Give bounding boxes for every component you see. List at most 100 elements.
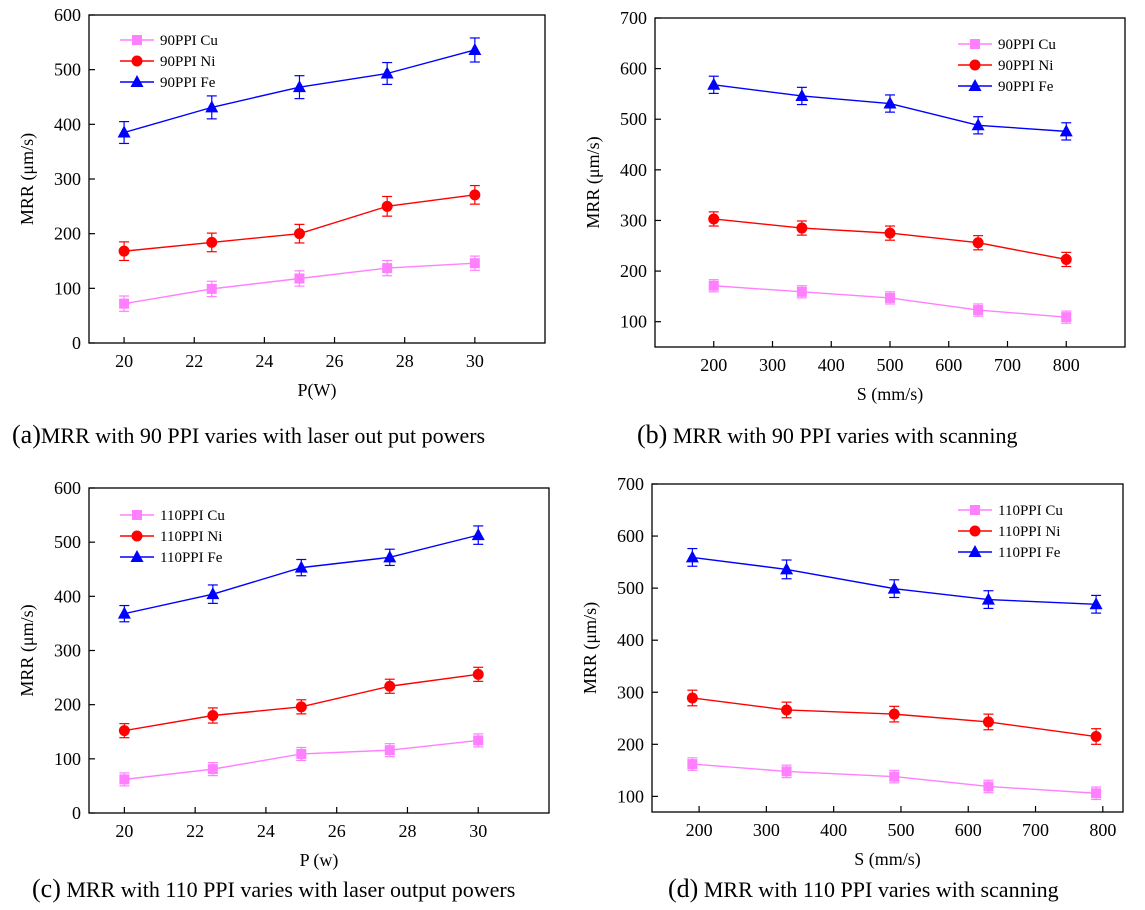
chart-d-series-0-point-4 xyxy=(1091,788,1102,799)
chart-c-series-0-point-2 xyxy=(296,748,307,759)
chart-a-ytick-label-5: 500 xyxy=(54,60,81,80)
chart-d-ytick-label-3: 400 xyxy=(617,630,644,650)
chart-c-series-2-point-1 xyxy=(206,587,220,600)
chart-c-legend-marker-2 xyxy=(130,550,144,562)
chart-d-ytick-label-4: 500 xyxy=(617,578,644,598)
chart-c-series-1-point-1 xyxy=(207,710,219,721)
chart-d-frame xyxy=(651,483,1124,813)
chart-d-series-2-point-1 xyxy=(780,562,794,575)
chart-a-legend-label-0: 90PPI Cu xyxy=(160,33,218,49)
chart-b-xtick-label-1: 300 xyxy=(759,355,786,375)
chart-c-legend-label-2: 110PPI Fe xyxy=(160,550,223,566)
chart-b-series-2-point-1 xyxy=(795,88,809,101)
chart-a-series-0-point-3 xyxy=(382,263,393,274)
chart-c-ytick-label-2: 200 xyxy=(54,695,81,715)
chart-a-series-0 xyxy=(119,255,480,312)
chart-a-legend-marker-2 xyxy=(130,75,144,87)
chart-c-series-1-point-4 xyxy=(472,668,484,680)
chart-c-series-0-point-0 xyxy=(119,774,130,785)
chart-b-series-0-point-2 xyxy=(885,292,895,303)
caption-c: (c) MRR with 110 PPI varies with laser o… xyxy=(32,874,515,904)
chart-d-series-2-point-2 xyxy=(887,581,901,594)
chart-d-xlabel: S (mm/s) xyxy=(854,849,921,870)
chart-b-xtick-label-5: 700 xyxy=(994,355,1021,375)
chart-b-xtick-label-0: 200 xyxy=(700,355,727,375)
chart-c-legend: 110PPI Cu 110PPI Ni 110PPI Fe xyxy=(120,508,225,566)
chart-c-series-2 xyxy=(117,525,485,623)
chart-b-ytick-label-2: 300 xyxy=(620,210,647,230)
chart-b-xtick-label-2: 400 xyxy=(818,355,845,375)
chart-a-ytick-label-6: 600 xyxy=(54,5,81,25)
chart-d-series-0-point-3 xyxy=(983,781,994,792)
chart-c-ytick-label-5: 500 xyxy=(54,532,81,552)
chart-b-series-1-point-2 xyxy=(884,227,896,239)
caption-a-tag: (a) xyxy=(12,420,41,449)
chart-d-series-2 xyxy=(685,547,1103,614)
caption-d-tag: (d) xyxy=(668,874,699,903)
chart-c-xtick-label-1: 22 xyxy=(186,821,204,841)
chart-a-ytick-label-2: 200 xyxy=(54,224,81,244)
chart-b-ytick-label-5: 600 xyxy=(620,59,647,79)
chart-d-ytick-label-1: 200 xyxy=(617,734,644,754)
chart-d-series-2-point-4 xyxy=(1089,597,1103,610)
chart-c-xlabel: P (w) xyxy=(300,850,339,871)
chart-d-legend-marker-1 xyxy=(969,525,981,537)
caption-c-tag: (c) xyxy=(32,874,61,903)
chart-c-ytick-label-1: 100 xyxy=(54,749,81,769)
chart-a: 0 100 200 300 400 500 600 20 22 24 26 28 30 P(W) MRR (… xyxy=(17,5,546,401)
chart-c-series-0-point-1 xyxy=(207,764,218,775)
chart-c-series-0-point-4 xyxy=(473,735,484,746)
chart-c-legend-marker-1 xyxy=(131,530,143,542)
chart-c-xtick-label-0: 20 xyxy=(115,821,133,841)
chart-c-series-1-point-0 xyxy=(118,725,130,737)
chart-b-series-1-point-4 xyxy=(1060,253,1072,265)
chart-a-legend-marker-1 xyxy=(131,55,143,67)
chart-b-series-2-point-2 xyxy=(883,96,897,109)
chart-a-xlabel: P(W) xyxy=(298,380,337,401)
chart-d-xtick-label-3: 500 xyxy=(887,820,914,840)
caption-a-text: MRR with 90 PPI varies with laser out pu… xyxy=(40,423,486,448)
chart-d-ytick-label-2: 300 xyxy=(617,682,644,702)
chart-a-legend-label-1: 90PPI Ni xyxy=(160,54,215,70)
chart-d-ytick-label-5: 600 xyxy=(617,526,644,546)
chart-b-legend-marker-1 xyxy=(969,59,981,71)
chart-a-ylabel: MRR (μm/s) xyxy=(17,133,38,225)
chart-b-series-1-point-1 xyxy=(796,222,808,234)
caption-d-text: MRR with 110 PPI varies with scanning xyxy=(703,877,1059,902)
chart-c-series-2-point-3 xyxy=(383,550,397,563)
chart-a-series-1-point-2 xyxy=(293,228,305,240)
chart-b: 100 200 300 400 500 600 700 200 300 400 500 600 700 8… xyxy=(583,8,1126,405)
chart-d-ytick-label-0: 100 xyxy=(617,786,644,806)
chart-a-series-0-point-1 xyxy=(206,283,217,294)
caption-a: (a)MRR with 90 PPI varies with laser out… xyxy=(12,420,485,450)
chart-d-xtick-label-5: 700 xyxy=(1022,820,1049,840)
chart-b-series-0-point-3 xyxy=(973,305,984,316)
chart-d-xtick-label-2: 400 xyxy=(820,820,847,840)
chart-c-xtick-label-4: 28 xyxy=(398,821,416,841)
chart-a-series-0-point-4 xyxy=(469,258,480,269)
caption-b-text: MRR with 90 PPI varies with scanning xyxy=(672,423,1018,448)
chart-c-xtick-label-3: 26 xyxy=(328,821,346,841)
chart-c-legend-label-1: 110PPI Ni xyxy=(160,529,222,545)
chart-c-legend-label-0: 110PPI Cu xyxy=(160,508,225,524)
chart-b-legend-label-2: 90PPI Fe xyxy=(998,79,1054,95)
chart-b-xtick-label-3: 500 xyxy=(877,355,904,375)
chart-d-series-0-point-0 xyxy=(687,759,698,770)
chart-a-series-1-point-0 xyxy=(118,245,130,257)
chart-c-ylabel: MRR (μm/s) xyxy=(17,604,38,696)
chart-d-series-0-point-1 xyxy=(781,766,792,777)
chart-b-series-2-point-4 xyxy=(1059,124,1073,137)
chart-a-series-1-point-1 xyxy=(206,236,218,248)
chart-c-xtick-label-5: 30 xyxy=(469,821,487,841)
chart-d-series-1-point-4 xyxy=(1090,731,1102,743)
chart-a-series-2-point-4 xyxy=(468,42,482,55)
chart-d-legend-label-2: 110PPI Fe xyxy=(998,545,1061,561)
chart-d-series-0 xyxy=(687,757,1102,801)
chart-c-series-1 xyxy=(118,666,484,739)
chart-b-legend-marker-0 xyxy=(970,39,980,49)
chart-b-xtick-label-4: 600 xyxy=(935,355,962,375)
chart-c-ytick-label-0: 0 xyxy=(72,803,81,823)
chart-a-xtick-label-1: 22 xyxy=(185,351,203,371)
chart-d-series-1-point-0 xyxy=(686,692,698,704)
chart-d-xtick-label-0: 200 xyxy=(686,820,713,840)
